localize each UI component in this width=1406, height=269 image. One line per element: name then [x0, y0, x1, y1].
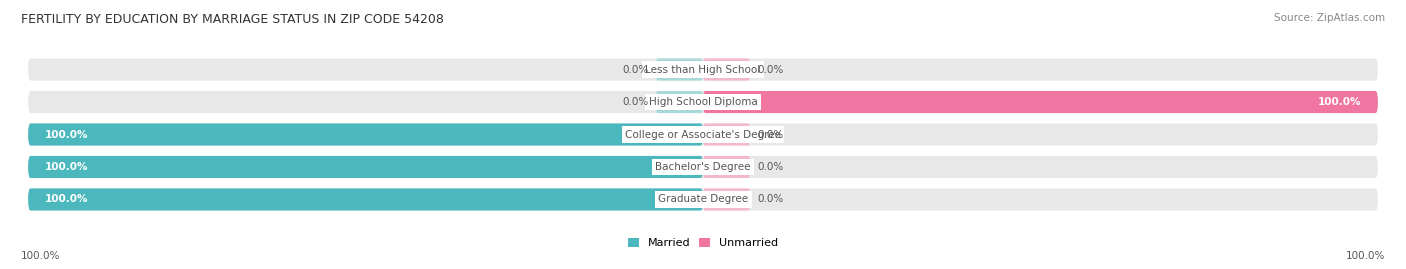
Text: 0.0%: 0.0% — [623, 97, 650, 107]
FancyBboxPatch shape — [703, 91, 1378, 113]
FancyBboxPatch shape — [703, 156, 751, 178]
Text: 0.0%: 0.0% — [756, 129, 783, 140]
FancyBboxPatch shape — [28, 156, 1378, 178]
FancyBboxPatch shape — [28, 123, 703, 146]
FancyBboxPatch shape — [703, 188, 751, 211]
Text: College or Associate's Degree: College or Associate's Degree — [626, 129, 780, 140]
Text: 0.0%: 0.0% — [756, 65, 783, 75]
Text: Bachelor's Degree: Bachelor's Degree — [655, 162, 751, 172]
FancyBboxPatch shape — [703, 123, 751, 146]
FancyBboxPatch shape — [28, 58, 1378, 81]
Text: 100.0%: 100.0% — [45, 162, 89, 172]
Text: Less than High School: Less than High School — [645, 65, 761, 75]
Text: 100.0%: 100.0% — [1317, 97, 1361, 107]
FancyBboxPatch shape — [28, 188, 703, 211]
Legend: Married, Unmarried: Married, Unmarried — [623, 234, 783, 253]
FancyBboxPatch shape — [28, 156, 703, 178]
FancyBboxPatch shape — [28, 91, 1378, 113]
Text: 100.0%: 100.0% — [45, 194, 89, 204]
FancyBboxPatch shape — [28, 188, 1378, 211]
FancyBboxPatch shape — [655, 91, 703, 113]
FancyBboxPatch shape — [655, 58, 703, 81]
Text: High School Diploma: High School Diploma — [648, 97, 758, 107]
Text: 100.0%: 100.0% — [21, 251, 60, 261]
Text: 0.0%: 0.0% — [756, 162, 783, 172]
Text: FERTILITY BY EDUCATION BY MARRIAGE STATUS IN ZIP CODE 54208: FERTILITY BY EDUCATION BY MARRIAGE STATU… — [21, 13, 444, 26]
Text: Graduate Degree: Graduate Degree — [658, 194, 748, 204]
Text: 100.0%: 100.0% — [1346, 251, 1385, 261]
Text: Source: ZipAtlas.com: Source: ZipAtlas.com — [1274, 13, 1385, 23]
Text: 0.0%: 0.0% — [756, 194, 783, 204]
FancyBboxPatch shape — [28, 123, 1378, 146]
Text: 100.0%: 100.0% — [45, 129, 89, 140]
FancyBboxPatch shape — [703, 58, 751, 81]
Text: 0.0%: 0.0% — [623, 65, 650, 75]
